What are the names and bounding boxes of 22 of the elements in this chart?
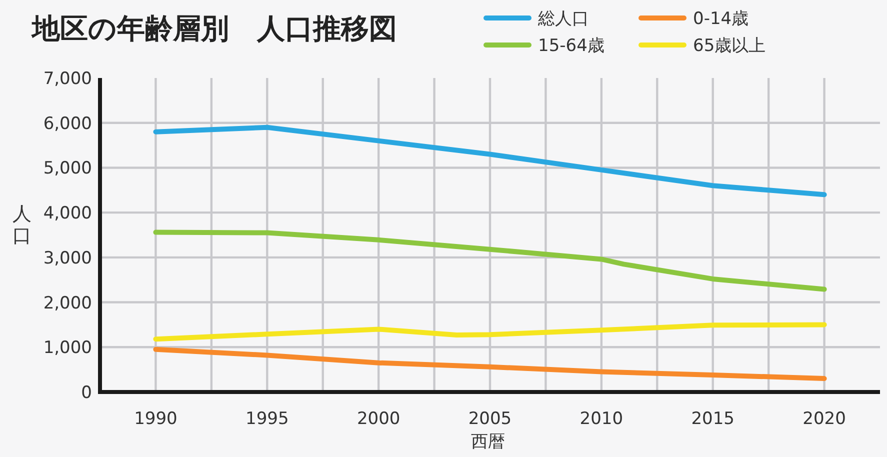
y-tick-label: 7,000 — [43, 69, 92, 89]
y-tick-label: 3,000 — [43, 248, 92, 268]
x-tick-label: 2005 — [468, 409, 512, 429]
legend-label: 0-14歳 — [693, 9, 749, 29]
y-tick-label: 1,000 — [43, 338, 92, 358]
x-tick-label: 2010 — [580, 409, 624, 429]
y-tick-label: 4,000 — [43, 204, 92, 224]
x-tick-label: 1990 — [134, 409, 178, 429]
y-tick-label: 2,000 — [43, 293, 92, 314]
y-tick-label: 6,000 — [43, 114, 92, 134]
x-tick-label: 1995 — [246, 409, 289, 429]
y-tick-label: 0 — [81, 383, 92, 403]
x-tick-label: 2020 — [802, 409, 846, 429]
legend-label: 総人口 — [537, 9, 589, 29]
legend-label: 15-64歳 — [538, 36, 604, 56]
chart-title: 地区の年齢層別 人口推移図 — [30, 12, 397, 45]
y-tick-label: 5,000 — [43, 158, 92, 179]
x-axis-title: 西暦 — [471, 432, 505, 452]
legend-label: 65歳以上 — [693, 36, 766, 56]
y-axis-title: 人口 — [12, 203, 32, 247]
x-tick-label: 2000 — [356, 409, 400, 429]
x-tick-label: 2015 — [691, 409, 734, 429]
